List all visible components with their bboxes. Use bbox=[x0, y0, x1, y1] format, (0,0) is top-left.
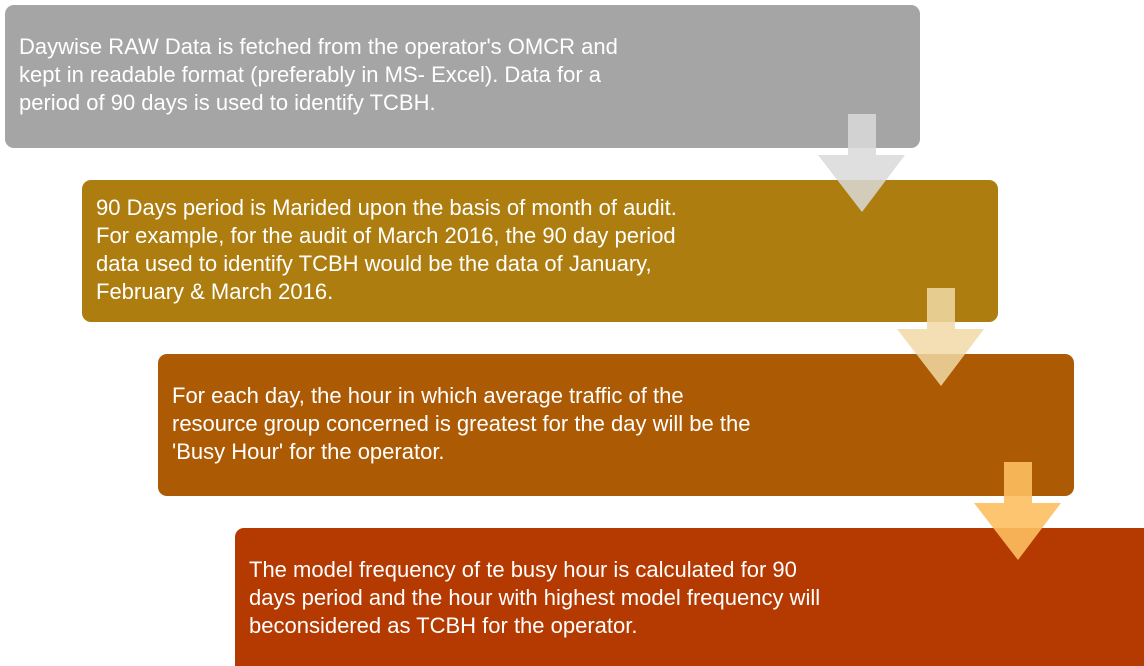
step-text: 'Busy Hour' for the operator. bbox=[172, 439, 445, 464]
down-arrow bbox=[897, 288, 984, 386]
step-text: 90 Days period is Marided upon the basis… bbox=[96, 195, 677, 220]
down-arrow bbox=[974, 462, 1061, 560]
step-text: The model frequency of te busy hour is c… bbox=[249, 557, 797, 582]
down-arrow bbox=[818, 114, 905, 212]
step-text: period of 90 days is used to identify TC… bbox=[19, 90, 436, 115]
step-text: resource group concerned is greatest for… bbox=[172, 411, 751, 436]
step-box: Daywise RAW Data is fetched from the ope… bbox=[5, 5, 920, 148]
step-box: For each day, the hour in which average … bbox=[158, 354, 1074, 496]
step-text: kept in readable format (preferably in M… bbox=[19, 62, 602, 87]
step-text: For example, for the audit of March 2016… bbox=[96, 223, 676, 248]
step-text: days period and the hour with highest mo… bbox=[249, 585, 821, 610]
step-text: Daywise RAW Data is fetched from the ope… bbox=[19, 34, 618, 59]
step-box: The model frequency of te busy hour is c… bbox=[235, 528, 1144, 666]
step-text: For each day, the hour in which average … bbox=[172, 383, 684, 408]
step-box: 90 Days period is Marided upon the basis… bbox=[82, 180, 998, 322]
step-text: beconsidered as TCBH for the operator. bbox=[249, 613, 638, 638]
step-text: data used to identify TCBH would be the … bbox=[96, 251, 652, 276]
step-text: February & March 2016. bbox=[96, 279, 334, 304]
